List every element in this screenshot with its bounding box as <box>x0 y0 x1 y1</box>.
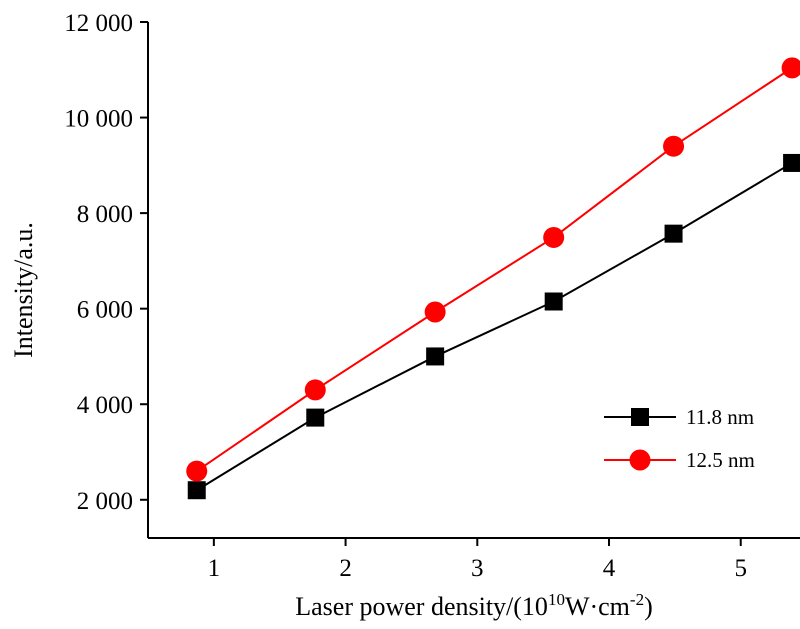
legend-marker <box>629 449 651 471</box>
data-point <box>306 408 325 427</box>
plot-area <box>147 22 800 539</box>
data-point <box>426 347 445 366</box>
x-tick-label: 4 <box>603 555 616 582</box>
data-point <box>544 292 563 311</box>
y-tick-label: 2 000 <box>77 488 133 515</box>
x-axis-ticks: 1 2 3 4 5 <box>208 538 747 582</box>
data-point <box>186 460 208 482</box>
series-layer <box>186 57 800 500</box>
y-axis-label: Intensity/a.u. <box>9 222 38 358</box>
x-axis-label-exponent: 10 <box>548 590 565 609</box>
y-tick-label: 6 000 <box>77 297 133 324</box>
series-line <box>196 67 793 472</box>
y-tick-label: 8 000 <box>77 201 133 228</box>
series-2 <box>186 57 800 482</box>
x-tick-label: 1 <box>208 555 221 582</box>
x-axis-label: Laser power density/(1010W·cm-2) <box>295 590 653 621</box>
legend: 11.8 nm 12.5 nm <box>604 405 755 472</box>
y-tick-label: 4 000 <box>77 392 133 419</box>
legend-item: 12.5 nm <box>604 448 755 472</box>
x-tick-label: 3 <box>471 555 484 582</box>
data-point <box>783 153 800 172</box>
y-axis-ticks: 2 000 4 000 6 000 8 000 10 000 12 000 <box>64 10 148 515</box>
x-tick-label: 5 <box>734 555 747 582</box>
data-point <box>664 224 683 243</box>
x-axis-label-part: Laser power density/(10 <box>295 592 548 621</box>
legend-item: 11.8 nm <box>604 405 754 429</box>
x-tick-label: 2 <box>339 555 352 582</box>
y-tick-label: 12 000 <box>64 10 133 37</box>
data-point <box>424 301 446 323</box>
legend-label: 11.8 nm <box>686 405 754 429</box>
x-axis-label-exponent: -2 <box>630 590 644 609</box>
series-1 <box>187 153 800 500</box>
data-point <box>304 379 326 401</box>
data-point <box>663 135 685 157</box>
data-point <box>543 226 565 248</box>
legend-marker <box>631 408 649 426</box>
data-point <box>187 481 206 500</box>
data-point <box>781 57 800 79</box>
legend-label: 12.5 nm <box>686 448 755 472</box>
y-tick-label: 10 000 <box>64 106 133 133</box>
series-line <box>196 162 793 492</box>
x-axis-label-part: ) <box>644 592 653 621</box>
x-axis-label-part: W·cm <box>565 592 630 621</box>
